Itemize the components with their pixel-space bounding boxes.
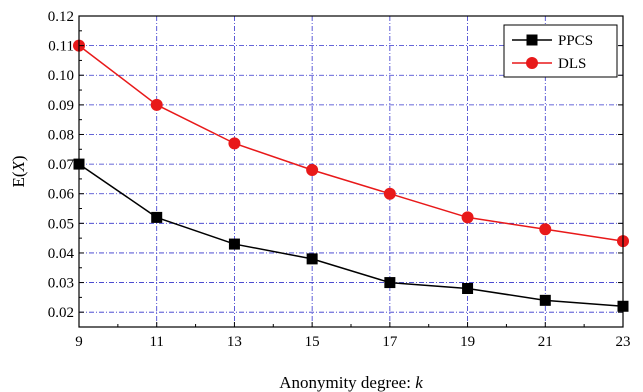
x-tick-label: 11 — [149, 334, 163, 350]
data-point-ppcs — [462, 282, 474, 294]
legend-item-dls: DLS — [512, 56, 586, 72]
series-line-dls — [78, 45, 624, 242]
x-tick-label: 23 — [616, 334, 631, 350]
data-point-ppcs — [228, 238, 240, 250]
y-tick-label: 0.11 — [48, 39, 74, 55]
x-tick-label: 15 — [305, 334, 320, 350]
y-tick-label: 0.12 — [48, 9, 74, 25]
data-point-dls — [150, 98, 163, 111]
series-line-ppcs — [78, 163, 624, 308]
data-point-ppcs — [539, 294, 551, 306]
y-tick-label: 0.06 — [48, 187, 75, 203]
legend-item-ppcs: PPCS — [512, 33, 593, 49]
series-layer — [73, 39, 629, 312]
axis-ticks: 9 11 13 15 17 19 21 23 0.02 0.03 0.04 0.05 0.06 0.07 0… — [48, 9, 631, 350]
data-point-dls — [461, 211, 474, 224]
legend-label-ppcs: PPCS — [558, 33, 593, 49]
data-point-ppcs — [384, 277, 396, 289]
y-tick-label: 0.05 — [48, 216, 74, 232]
x-tick-label: 13 — [227, 334, 242, 350]
legend-marker-square-icon — [526, 34, 538, 46]
legend-marker-circle-icon — [526, 57, 538, 69]
data-point-ppcs — [306, 253, 318, 265]
y-tick-label: 0.08 — [48, 127, 74, 143]
x-tick-label: 9 — [75, 334, 83, 350]
y-tick-label: 0.04 — [48, 246, 75, 262]
data-point-dls — [383, 187, 396, 200]
y-tick-label: 0.02 — [48, 305, 74, 321]
x-axis-title: Anonymity degree: k — [279, 373, 423, 392]
y-axis-title: E(X) — [9, 155, 28, 187]
x-tick-label: 21 — [538, 334, 553, 350]
x-tick-label: 17 — [382, 334, 398, 350]
x-tick-label: 19 — [460, 334, 475, 350]
data-point-dls — [228, 137, 241, 150]
y-tick-label: 0.10 — [48, 68, 74, 84]
y-tick-label: 0.03 — [48, 276, 74, 292]
data-point-ppcs — [151, 211, 163, 223]
legend-box — [503, 24, 618, 78]
legend: PPCS DLS — [503, 24, 618, 78]
y-tick-label: 0.09 — [48, 98, 74, 114]
y-tick-label: 0.07 — [48, 157, 75, 173]
data-point-dls — [306, 164, 319, 177]
legend-label-dls: DLS — [558, 56, 586, 72]
data-point-dls — [539, 223, 552, 236]
